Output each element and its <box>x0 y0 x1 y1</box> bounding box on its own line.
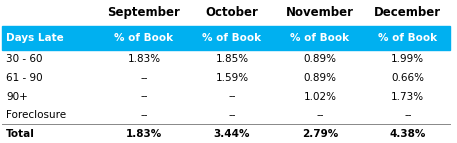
Text: 0.66%: 0.66% <box>391 73 425 83</box>
Text: September: September <box>107 6 181 19</box>
Text: 30 - 60: 30 - 60 <box>6 54 43 64</box>
Text: 1.83%: 1.83% <box>126 129 162 139</box>
Text: % of Book: % of Book <box>378 33 437 43</box>
Text: --: -- <box>140 73 148 83</box>
Text: 2.79%: 2.79% <box>302 129 338 139</box>
Text: 1.73%: 1.73% <box>391 92 425 102</box>
Text: Total: Total <box>6 129 35 139</box>
Text: 1.85%: 1.85% <box>215 54 249 64</box>
Text: 61 - 90: 61 - 90 <box>6 73 43 83</box>
Text: % of Book: % of Book <box>114 33 174 43</box>
Text: 0.89%: 0.89% <box>303 73 336 83</box>
Text: 1.02%: 1.02% <box>303 92 336 102</box>
Text: --: -- <box>316 110 324 120</box>
Text: December: December <box>374 6 441 19</box>
Text: 1.83%: 1.83% <box>128 54 160 64</box>
Text: % of Book: % of Book <box>202 33 261 43</box>
Text: % of Book: % of Book <box>290 33 350 43</box>
Text: 1.59%: 1.59% <box>215 73 249 83</box>
Text: 90+: 90+ <box>6 92 28 102</box>
Text: 1.99%: 1.99% <box>391 54 425 64</box>
Text: --: -- <box>228 92 236 102</box>
Text: --: -- <box>404 110 412 120</box>
Text: 3.44%: 3.44% <box>214 129 250 139</box>
Text: --: -- <box>228 110 236 120</box>
Text: October: October <box>206 6 258 19</box>
Text: --: -- <box>140 110 148 120</box>
Text: Foreclosure: Foreclosure <box>6 110 66 120</box>
Text: Days Late: Days Late <box>6 33 64 43</box>
Text: 0.89%: 0.89% <box>303 54 336 64</box>
Text: --: -- <box>140 92 148 102</box>
Text: 4.38%: 4.38% <box>390 129 426 139</box>
Text: November: November <box>286 6 354 19</box>
